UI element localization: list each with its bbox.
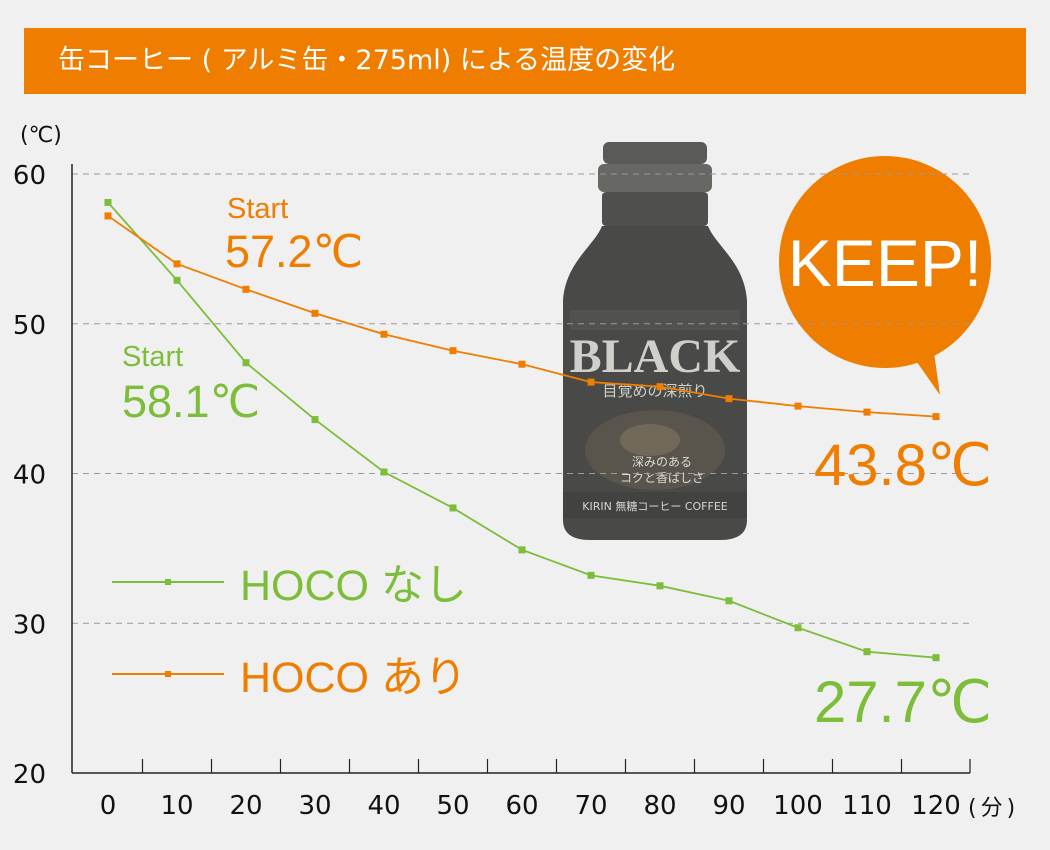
legend-label-orange: HOCO あり xyxy=(240,654,467,702)
legend-label-green: HOCO なし xyxy=(240,562,467,610)
x-tick-label: 80 xyxy=(643,791,676,821)
x-tick-label: 40 xyxy=(367,791,400,821)
y-tick-label: 60 xyxy=(13,161,46,191)
data-point-hoco-nashi xyxy=(656,582,664,590)
data-point-hoco-ari xyxy=(242,285,250,293)
x-tick-label: 120 xyxy=(911,791,961,821)
x-tick-label: 50 xyxy=(436,791,469,821)
series-layer xyxy=(104,198,940,662)
x-tick-label: 60 xyxy=(505,791,538,821)
axes: 20 30 40 50 60 0 10 20 30 40 50 60 70 80 90 100 110 120 xyxy=(13,161,971,821)
green-start-value: 58.1℃ xyxy=(122,376,260,427)
x-tick-label: 110 xyxy=(842,791,892,821)
y-axis-unit: (℃) xyxy=(20,123,62,148)
x-tick-label: 20 xyxy=(229,791,262,821)
data-point-hoco-nashi xyxy=(449,504,457,512)
data-point-hoco-ari xyxy=(380,330,388,338)
y-tick-label: 30 xyxy=(13,610,46,640)
y-tick-label: 40 xyxy=(13,461,46,491)
data-point-hoco-nashi xyxy=(104,198,112,206)
green-end-value: 27.7℃ xyxy=(814,670,992,735)
data-point-hoco-ari xyxy=(725,395,733,403)
y-tick-label: 20 xyxy=(13,760,46,790)
data-point-hoco-nashi xyxy=(794,624,802,632)
data-point-hoco-ari xyxy=(518,360,526,368)
data-point-hoco-ari xyxy=(449,347,457,355)
orange-end-value: 43.8℃ xyxy=(814,433,992,498)
data-point-hoco-nashi xyxy=(311,416,319,424)
can-label-line-2: コクと香ばしさ xyxy=(620,471,704,485)
x-axis-unit: (分) xyxy=(968,796,1019,821)
data-point-hoco-nashi xyxy=(518,546,526,554)
keep-bubble: KEEP! xyxy=(779,156,991,395)
data-point-hoco-nashi xyxy=(932,654,940,662)
x-tick-label: 70 xyxy=(574,791,607,821)
data-point-hoco-ari xyxy=(173,260,181,268)
grid xyxy=(72,173,970,624)
data-point-hoco-ari xyxy=(104,212,112,220)
data-point-hoco-nashi xyxy=(380,468,388,476)
data-point-hoco-nashi xyxy=(242,359,250,367)
x-tick-label: 30 xyxy=(298,791,331,821)
can-label-main: BLACK xyxy=(570,330,741,383)
title-bar: 缶コーヒー ( アルミ缶・275ml) による温度の変化 xyxy=(24,28,1026,94)
chart-title: 缶コーヒー ( アルミ缶・275ml) による温度の変化 xyxy=(58,45,676,76)
data-point-hoco-ari xyxy=(863,408,871,416)
x-tick-label: 0 xyxy=(100,791,117,821)
green-start-label: Start xyxy=(122,341,183,373)
orange-start-value: 57.2℃ xyxy=(225,226,363,277)
data-point-hoco-ari xyxy=(794,402,802,410)
legend: HOCO なし HOCO あり xyxy=(112,562,467,702)
data-point-hoco-nashi xyxy=(587,571,595,579)
data-point-hoco-ari xyxy=(587,378,595,386)
coffee-can-image: BLACK 目覚めの深煎り 深みのある コクと香ばしさ KIRIN 無糖コーヒー… xyxy=(563,142,747,540)
data-point-hoco-ari xyxy=(311,309,319,317)
orange-start-label: Start xyxy=(227,193,288,225)
can-label-line-1: 深みのある xyxy=(632,455,692,469)
x-tick-label: 10 xyxy=(160,791,193,821)
legend-marker-green xyxy=(165,579,171,585)
legend-marker-orange xyxy=(165,671,171,677)
x-tick-label: 90 xyxy=(712,791,745,821)
y-tick-label: 50 xyxy=(13,311,46,341)
data-point-hoco-nashi xyxy=(725,597,733,605)
keep-bubble-text: KEEP! xyxy=(788,226,982,300)
x-tick-label: 100 xyxy=(773,791,823,821)
data-point-hoco-nashi xyxy=(173,276,181,284)
data-point-hoco-nashi xyxy=(863,648,871,656)
data-point-hoco-ari xyxy=(932,413,940,421)
can-label-sub: 目覚めの深煎り xyxy=(602,382,707,400)
can-brand: KIRIN 無糖コーヒー COFFEE xyxy=(582,499,728,513)
data-point-hoco-ari xyxy=(656,383,664,391)
